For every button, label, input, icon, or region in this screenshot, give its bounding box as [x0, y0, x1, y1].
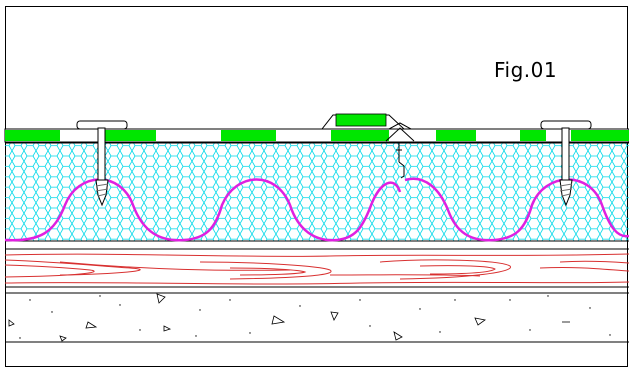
overlap-clip — [396, 143, 405, 179]
screw-icon — [95, 179, 109, 207]
corrugated-profile — [4, 177, 629, 242]
aggregate-icon — [8, 293, 570, 342]
concrete-layer — [5, 292, 629, 343]
fastener-icon — [540, 120, 592, 181]
figure-label: Fig.01 — [494, 58, 558, 82]
roof-membrane — [4, 113, 629, 143]
screw-icon — [559, 179, 573, 207]
aggregate-dots — [19, 295, 611, 339]
fastener-icon — [76, 120, 128, 181]
wood-layer — [4, 248, 629, 288]
